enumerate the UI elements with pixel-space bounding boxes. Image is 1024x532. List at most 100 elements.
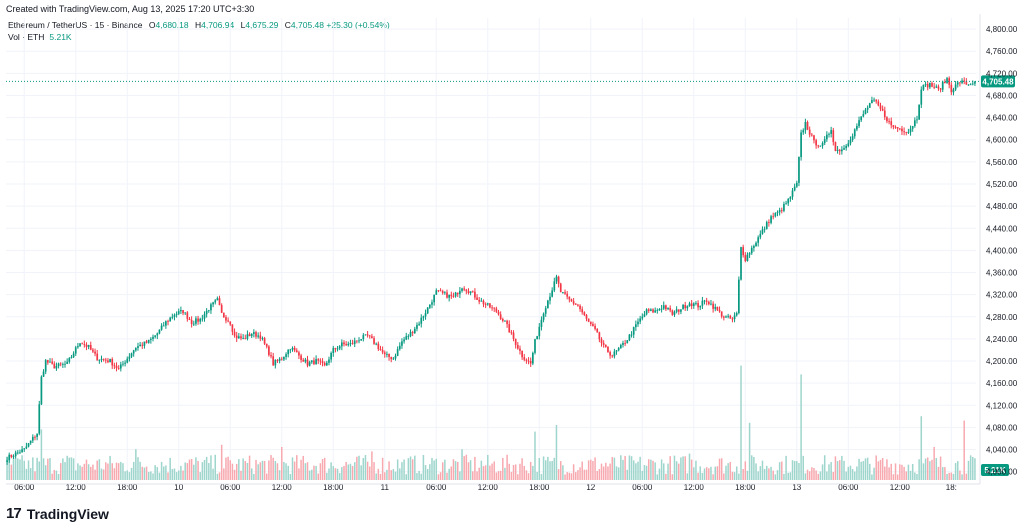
volume-bar	[759, 466, 762, 480]
volume-bar	[823, 455, 826, 480]
candle-body	[441, 291, 444, 294]
candle-body	[137, 346, 139, 349]
candle-body	[753, 246, 755, 248]
volume-bar	[577, 470, 579, 480]
candle-body	[701, 300, 704, 306]
candles	[6, 76, 976, 465]
volume-bar	[763, 468, 766, 480]
candle-body	[690, 303, 693, 307]
volume-bar	[551, 460, 553, 480]
volume-bar	[218, 472, 221, 480]
candle-body	[888, 121, 890, 122]
volume-bar	[261, 460, 264, 480]
volume-bar	[826, 471, 828, 480]
candle-body	[158, 329, 161, 334]
candle-body	[948, 78, 951, 85]
volume-bar	[441, 462, 444, 480]
candle-body	[707, 301, 710, 305]
volume-bar	[482, 466, 485, 480]
candle-body	[851, 136, 854, 140]
volume-bar	[375, 473, 377, 480]
volume-bar	[92, 464, 94, 480]
symbol-legend[interactable]: Ethereum / TetherUS · 15 · Binance O4,68…	[8, 20, 390, 30]
volume-bar	[429, 464, 431, 480]
volume-bar	[401, 462, 403, 480]
candle-body	[422, 316, 425, 318]
candle-body	[813, 135, 815, 141]
candle-body	[901, 128, 903, 132]
candle-body	[583, 312, 586, 315]
candle-body	[838, 149, 841, 152]
volume-bar	[34, 471, 36, 480]
candle-body	[188, 318, 191, 321]
volume-bar	[167, 472, 169, 480]
volume-bar	[246, 462, 249, 480]
symbol-name[interactable]: Ethereum / TetherUS · 15 · Binance	[8, 20, 143, 30]
last-price-label: 4,705.48	[982, 77, 1014, 86]
volume-bar	[789, 472, 792, 480]
volume-bar	[781, 461, 783, 480]
candle-body	[589, 321, 592, 324]
volume-bar	[712, 474, 714, 480]
volume-bar	[643, 464, 646, 480]
candle-body	[497, 311, 500, 315]
candle-body	[433, 294, 435, 303]
candle-body	[495, 308, 498, 312]
volume-bar	[109, 455, 111, 480]
candle-body	[405, 336, 408, 340]
candle-body	[768, 222, 770, 223]
candle-body	[628, 334, 631, 341]
volume-bar	[199, 472, 201, 480]
volume-bar	[931, 459, 933, 480]
volume-bar	[628, 455, 631, 480]
volume-bar	[158, 472, 161, 480]
candle-body	[783, 204, 785, 211]
volume-bar	[753, 456, 755, 480]
price-tick-label: 4,040.00	[986, 446, 1018, 455]
volume-bar	[484, 465, 487, 480]
volume-bar	[856, 466, 858, 480]
candle-body	[465, 289, 468, 292]
volume-bar	[647, 459, 650, 480]
candle-body	[205, 310, 208, 315]
volume-bar	[884, 466, 886, 480]
candle-body	[933, 86, 936, 88]
volume-bar	[124, 471, 126, 480]
volume-bar	[581, 461, 583, 480]
volume-bar	[188, 459, 191, 480]
volume-bar	[841, 455, 843, 480]
volume-bar	[154, 465, 156, 480]
volume-bar	[287, 465, 289, 480]
candle-body	[559, 283, 562, 293]
last-volume-label: 5.21K	[984, 466, 1006, 475]
candle-body	[401, 341, 403, 346]
volume-bar	[742, 469, 744, 480]
volume-bar	[731, 471, 734, 480]
candle-body	[195, 318, 197, 324]
time-tick-label: 12:00	[478, 483, 499, 492]
candle-body	[452, 296, 455, 298]
close-label: C	[284, 20, 291, 30]
candle-body	[793, 186, 796, 191]
candle-body	[699, 305, 702, 308]
price-tick-label: 4,760.00	[986, 47, 1018, 56]
candle-body	[746, 254, 749, 261]
candle-body	[795, 182, 798, 187]
time-tick-label: 12:00	[66, 483, 87, 492]
candle-body	[343, 342, 345, 345]
candle-body	[222, 312, 225, 318]
volume-legend[interactable]: Vol · ETH 5.21K	[8, 32, 72, 42]
candle-body	[104, 359, 107, 361]
last-price-badge	[981, 75, 1015, 88]
tradingview-brand[interactable]: 17 TradingView	[6, 505, 109, 522]
volume-bar	[519, 463, 521, 480]
candle-body	[122, 363, 124, 365]
volume-bar	[289, 474, 292, 480]
volume-bar	[420, 473, 423, 480]
volume-bar	[959, 470, 961, 480]
volume-bar	[343, 465, 345, 480]
time-tick-label: 11	[381, 483, 390, 492]
volume-bar	[186, 463, 189, 480]
candle-body	[413, 328, 416, 333]
